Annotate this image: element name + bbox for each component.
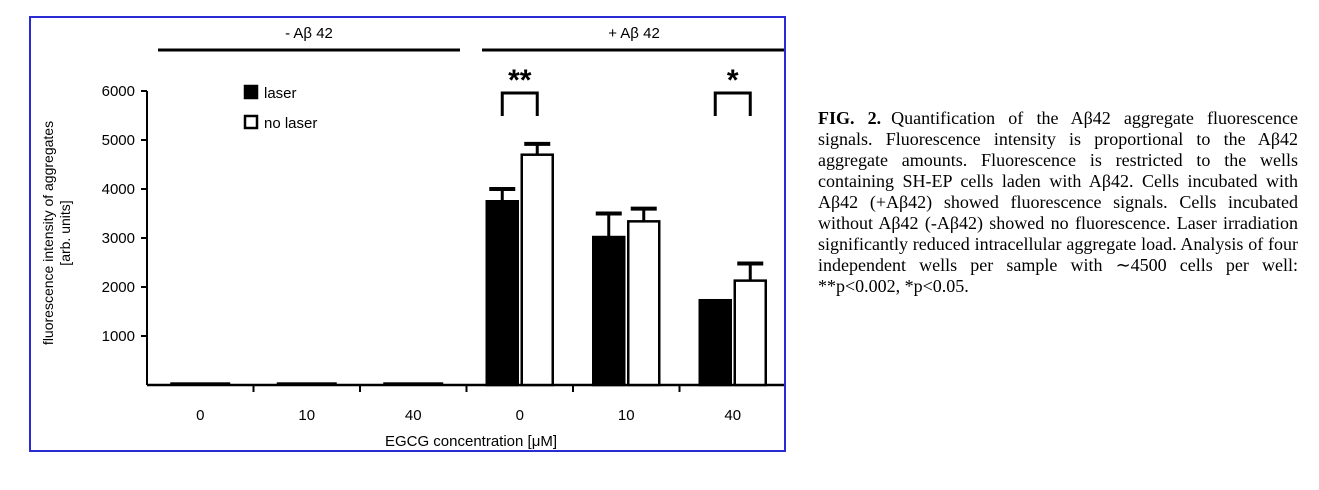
y-tick-label: 2000 — [102, 279, 135, 296]
significance-stars: ** — [508, 64, 532, 97]
significance-bracket — [713, 91, 752, 116]
baseline-bar — [170, 382, 231, 385]
group-label: - Aβ 42 — [285, 25, 333, 42]
y-tick-label: 4000 — [102, 181, 135, 198]
figure-frame: 1000 2000 3000 4000 5000 6000 fluorescence int… — [29, 16, 786, 452]
bar-no-laser — [627, 220, 661, 387]
caption-label: FIG. 2. — [818, 108, 882, 128]
y-axis-label-line-1: fluorescence intensity of aggregates — [40, 121, 56, 345]
figure-caption: FIG. 2. Quantification of the Aβ42 aggreg… — [818, 108, 1298, 297]
significance-bracket — [500, 91, 539, 116]
x-tick-label: 10 — [618, 407, 635, 424]
x-axis-label: EGCG concentration [μM] — [385, 433, 557, 450]
bar-laser — [485, 200, 519, 387]
x-tick-label: 40 — [724, 407, 741, 424]
x-tick-label: 10 — [298, 407, 315, 424]
group-label: + Aβ 42 — [608, 25, 660, 42]
legend-swatch — [243, 84, 259, 100]
bar-laser — [698, 298, 732, 387]
y-tick-label: 1000 — [102, 328, 135, 345]
bar-laser — [592, 235, 626, 387]
legend-label: no laser — [264, 115, 317, 132]
legend-swatch — [243, 114, 259, 130]
legend-label: laser — [264, 85, 297, 102]
bar-no-laser — [520, 153, 554, 387]
baseline-bar — [383, 382, 444, 385]
y-tick-label: 5000 — [102, 132, 135, 149]
baseline-bar — [276, 382, 337, 385]
x-tick-label: 0 — [196, 407, 204, 424]
significance-stars: * — [727, 64, 739, 97]
y-tick-label: 6000 — [102, 83, 135, 100]
x-tick-label: 0 — [516, 407, 524, 424]
x-tick-label: 40 — [405, 407, 422, 424]
caption-text: Quantification of the Aβ42 aggregate flu… — [818, 108, 1298, 296]
y-tick-label: 3000 — [102, 230, 135, 247]
y-axis-label-line-2: [arb. units] — [57, 200, 73, 265]
bar-no-laser — [733, 279, 767, 387]
